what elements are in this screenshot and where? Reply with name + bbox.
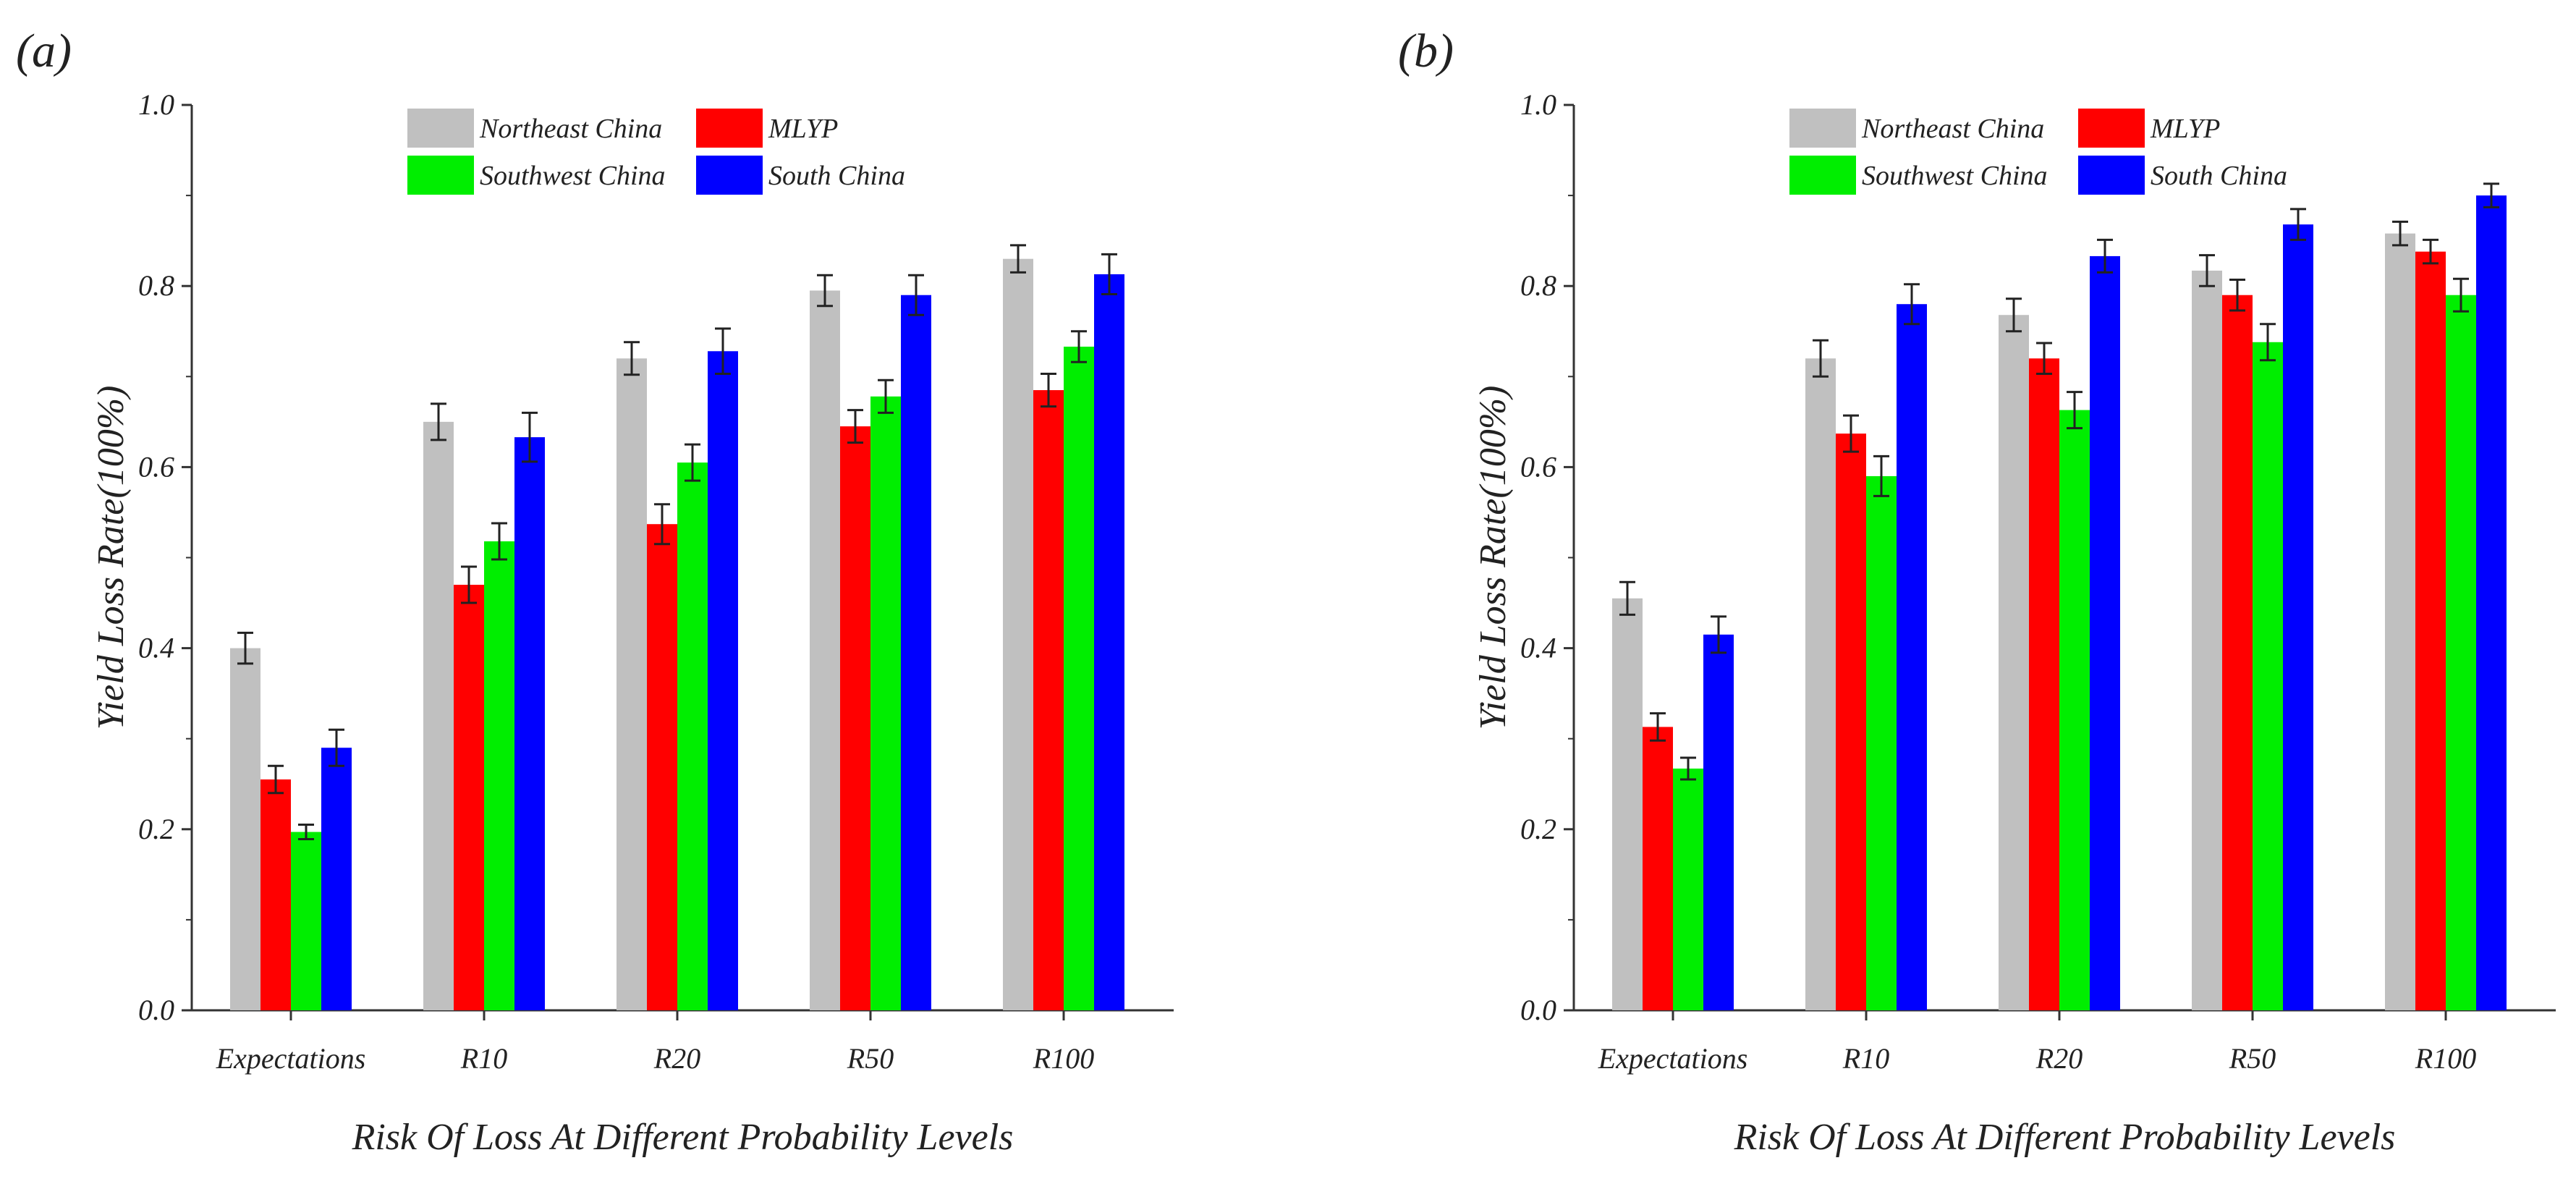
chart-b-bar-mlyp-r10 bbox=[1836, 434, 1866, 1010]
chart-b-bar-southwest-china-r20 bbox=[2059, 410, 2090, 1010]
chart-b-bar-mlyp-r20 bbox=[2029, 358, 2059, 1010]
chart-a-bar-northeast-china-r50 bbox=[810, 290, 840, 1011]
chart-a-legend-label: Southwest China bbox=[480, 161, 666, 191]
chart-a-legend-label: Northeast China bbox=[479, 114, 662, 144]
chart-b-svg: (b) 0.0 0.2 0.4 0.6 0.8 1.0 Expectations R10 R20 R… bbox=[1398, 25, 2556, 1158]
chart-b-y-tick-label: 0.6 bbox=[1520, 450, 1556, 483]
chart-a-legend-swatch-southwest-china bbox=[407, 156, 474, 195]
chart-a-x-tick-label: R20 bbox=[653, 1042, 700, 1075]
chart-a-x-tick-label: R50 bbox=[847, 1042, 894, 1075]
chart-a-svg: (a) 0.0 0.2 0.4 0.6 0.8 1.0 Expectations R10 R20 R… bbox=[16, 25, 1174, 1158]
chart-a-bar-south-china-r10 bbox=[514, 437, 545, 1010]
chart-a-x-tick-label: R10 bbox=[460, 1042, 507, 1075]
chart-a-bar-southwest-china-r20 bbox=[677, 462, 708, 1010]
chart-a-bar-south-china-r100 bbox=[1094, 274, 1124, 1010]
chart-a-x-tick-label: Expectations bbox=[216, 1042, 366, 1075]
chart-b-bar-south-china-r20 bbox=[2090, 255, 2120, 1010]
chart-b-x-axis-title: Risk Of Loss At Different Probability Le… bbox=[1734, 1117, 2396, 1158]
chart-b-bar-mlyp-r100 bbox=[2415, 251, 2446, 1010]
chart-a-bar-mlyp-r100 bbox=[1033, 390, 1064, 1010]
chart-b-bar-northeast-china-r100 bbox=[2385, 233, 2415, 1011]
chart-b-bar-northeast-china-r50 bbox=[2192, 270, 2222, 1011]
chart-a-bar-mlyp-expectations bbox=[260, 779, 291, 1010]
chart-a-bar-mlyp-r20 bbox=[647, 524, 677, 1010]
chart-a-legend-label: South China bbox=[768, 161, 905, 191]
chart-b-legend-swatch-mlyp bbox=[2078, 109, 2145, 148]
chart-panel-a: (a) 0.0 0.2 0.4 0.6 0.8 1.0 Expectations R10 R20 R… bbox=[0, 0, 1194, 1184]
chart-b-bar-southwest-china-expectations bbox=[1673, 768, 1703, 1010]
chart-a-bar-south-china-r50 bbox=[901, 295, 931, 1011]
chart-b-legend-swatch-northeast-china bbox=[1789, 109, 1856, 148]
chart-a-bar-northeast-china-expectations bbox=[230, 648, 260, 1010]
chart-b-bar-south-china-r100 bbox=[2476, 195, 2507, 1011]
chart-a-y-tick-label: 0.8 bbox=[138, 269, 174, 302]
chart-a-bar-southwest-china-r10 bbox=[484, 541, 514, 1010]
chart-b-legend-label: MLYP bbox=[2150, 114, 2220, 144]
chart-b-bar-northeast-china-expectations bbox=[1612, 598, 1643, 1010]
chart-a-bar-northeast-china-r20 bbox=[617, 358, 647, 1010]
chart-a-x-tick-label: R100 bbox=[1033, 1042, 1094, 1075]
chart-b-x-tick-label: R100 bbox=[2415, 1042, 2476, 1075]
chart-b-y-tick-label: 0.0 bbox=[1520, 994, 1556, 1026]
chart-panel-b: (b) 0.0 0.2 0.4 0.6 0.8 1.0 Expectations R10 R20 R… bbox=[1382, 0, 2576, 1184]
chart-a-bar-south-china-r20 bbox=[708, 351, 738, 1011]
chart-a-legend-swatch-northeast-china bbox=[407, 109, 474, 148]
chart-a-bar-southwest-china-r100 bbox=[1064, 347, 1094, 1011]
chart-a-y-axis-title: Yield Loss Rate(100%) bbox=[90, 386, 132, 730]
chart-b-bar-northeast-china-r10 bbox=[1805, 358, 1836, 1010]
chart-b-y-tick-label: 1.0 bbox=[1520, 88, 1556, 121]
chart-b-legend-swatch-south-china bbox=[2078, 156, 2145, 195]
chart-a-y-tick-label: 0.2 bbox=[138, 813, 174, 845]
chart-a-y-tick-label: 0.0 bbox=[138, 994, 174, 1026]
chart-a-bar-mlyp-r10 bbox=[454, 585, 484, 1010]
chart-a-panel-label: (a) bbox=[16, 25, 72, 77]
chart-a-bar-mlyp-r50 bbox=[840, 426, 870, 1010]
chart-a-x-axis-title: Risk Of Loss At Different Probability Le… bbox=[352, 1117, 1014, 1158]
chart-b-legend-label: Northeast China bbox=[1861, 114, 2044, 144]
chart-b-y-tick-label: 0.8 bbox=[1520, 269, 1556, 302]
chart-b-x-tick-label: R20 bbox=[2035, 1042, 2083, 1075]
chart-b-bar-southwest-china-r50 bbox=[2253, 342, 2283, 1011]
chart-b-legend-label: South China bbox=[2151, 161, 2287, 191]
chart-b-bar-south-china-r10 bbox=[1897, 304, 1927, 1011]
chart-b-legend-swatch-southwest-china bbox=[1789, 156, 1856, 195]
chart-b-bar-mlyp-r50 bbox=[2222, 295, 2253, 1011]
chart-b-bar-southwest-china-r10 bbox=[1866, 475, 1897, 1010]
chart-b-bar-southwest-china-r100 bbox=[2446, 295, 2476, 1011]
chart-a-bar-northeast-china-r10 bbox=[423, 421, 454, 1010]
chart-b-legend-label: Southwest China bbox=[1862, 161, 2048, 191]
chart-a-bar-northeast-china-r100 bbox=[1003, 258, 1033, 1010]
chart-a-bar-south-china-expectations bbox=[321, 748, 352, 1010]
chart-b-bar-mlyp-expectations bbox=[1643, 727, 1673, 1010]
chart-b-y-tick-label: 0.2 bbox=[1520, 813, 1556, 845]
chart-a-y-tick-label: 1.0 bbox=[138, 88, 174, 121]
chart-a-legend-swatch-south-china bbox=[696, 156, 763, 195]
chart-b-bar-northeast-china-r20 bbox=[1999, 315, 2029, 1010]
chart-b-y-tick-label: 0.4 bbox=[1520, 632, 1556, 664]
chart-b-x-tick-label: R50 bbox=[2229, 1042, 2276, 1075]
chart-b-panel-label: (b) bbox=[1398, 25, 1454, 77]
chart-a-y-tick-label: 0.6 bbox=[138, 450, 174, 483]
chart-a-legend-swatch-mlyp bbox=[696, 109, 763, 148]
chart-a-bar-southwest-china-expectations bbox=[291, 832, 321, 1010]
chart-b-x-tick-label: Expectations bbox=[1598, 1042, 1748, 1075]
chart-a-bar-southwest-china-r50 bbox=[870, 396, 901, 1010]
chart-b-x-tick-label: R10 bbox=[1842, 1042, 1889, 1075]
chart-b-bar-south-china-r50 bbox=[2283, 224, 2313, 1011]
chart-b-y-axis-title: Yield Loss Rate(100%) bbox=[1473, 386, 1514, 730]
chart-a-y-tick-label: 0.4 bbox=[138, 632, 174, 664]
chart-a-legend-label: MLYP bbox=[768, 114, 838, 144]
chart-b-bar-south-china-expectations bbox=[1703, 634, 1734, 1010]
